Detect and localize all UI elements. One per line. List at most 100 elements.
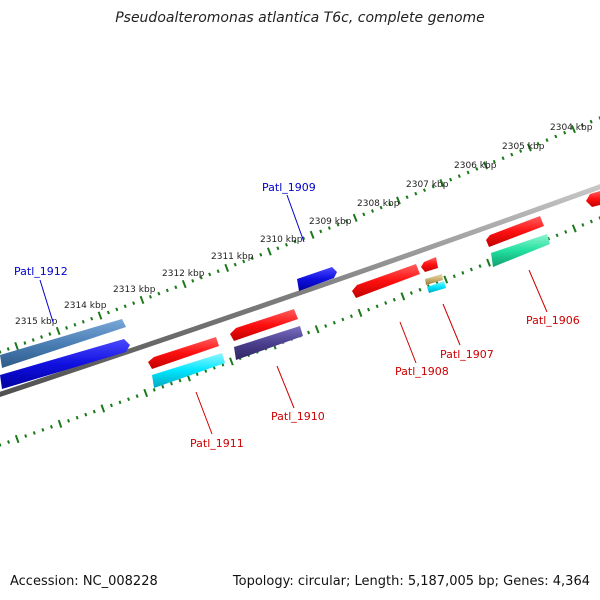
minor-tick: [81, 319, 85, 324]
minor-tick: [449, 177, 453, 182]
minor-tick: [414, 191, 418, 196]
gene-feature-patl1907: [427, 281, 446, 293]
tick-label: 2314 kbp: [64, 301, 107, 311]
major-tick: [139, 295, 145, 305]
minor-tick: [65, 326, 69, 330]
minor-tick: [362, 212, 366, 217]
minor-tick: [478, 264, 482, 268]
major-tick: [571, 224, 577, 233]
minor-tick: [135, 394, 139, 398]
minor-tick: [284, 242, 288, 247]
gene-label-patl1909: Patl_1909: [262, 181, 316, 194]
leader-line-patl1912: [39, 279, 54, 323]
minor-tick: [349, 314, 353, 319]
gene-label-patl1906: Patl_1906: [526, 314, 580, 327]
minor-tick: [75, 415, 79, 420]
minor-tick: [195, 372, 199, 377]
minor-tick: [545, 138, 549, 142]
minor-tick: [132, 301, 136, 305]
gene-label-patl1907: Patl_1907: [440, 348, 494, 361]
minor-tick: [492, 159, 496, 164]
minor-tick: [48, 332, 52, 336]
minor-tick: [405, 195, 409, 199]
minor-tick: [169, 381, 173, 386]
minor-tick: [115, 307, 119, 312]
gene-label-patl1911: Patl_1911: [190, 437, 244, 450]
minor-tick: [554, 134, 558, 139]
minor-tick: [409, 291, 413, 295]
tick-label: 2313 kbp: [113, 285, 156, 295]
tick-labels: 2304 kbp 2305 kbp 2306 kbp 2307 kbp 2308 kbp…: [15, 123, 593, 327]
minor-tick: [73, 322, 77, 327]
minor-tick: [392, 297, 396, 302]
leader-line-patl1906: [528, 269, 548, 313]
minor-tick: [178, 378, 182, 383]
minor-tick: [148, 294, 152, 299]
major-tick: [143, 388, 149, 398]
minor-tick: [165, 288, 169, 293]
major-tick: [181, 279, 187, 289]
major-tick: [55, 326, 61, 336]
minor-tick: [452, 274, 456, 279]
gene-label-patl1910: Patl_1910: [271, 410, 325, 423]
minor-tick: [67, 418, 71, 423]
minor-tick: [457, 174, 461, 178]
minor-tick: [191, 279, 195, 283]
major-tick: [357, 308, 363, 317]
major-tick: [526, 143, 532, 152]
minor-tick: [161, 384, 165, 389]
minor-tick: [307, 330, 311, 335]
minor-tick: [345, 219, 349, 224]
minor-tick: [469, 267, 473, 272]
major-tick: [97, 311, 103, 320]
minor-tick: [564, 230, 568, 234]
tick-label: 2310 kbp: [260, 235, 303, 245]
tick-label: 2307 kbp: [406, 180, 449, 190]
gene-feature-patl1910: [234, 326, 303, 360]
minor-tick: [259, 252, 263, 257]
leader-line-patl1907: [442, 303, 461, 346]
minor-tick: [152, 388, 156, 392]
minor-tick: [92, 409, 96, 414]
major-tick: [309, 230, 315, 239]
minor-tick: [118, 400, 122, 405]
gene-feature-patl1911: [152, 353, 225, 388]
minor-tick: [422, 188, 427, 192]
minor-tick: [23, 341, 27, 345]
major-tick: [486, 258, 491, 267]
minor-tick: [216, 269, 220, 274]
major-tick: [443, 275, 449, 284]
leader-line-patl1908: [399, 321, 417, 364]
minor-tick: [341, 317, 345, 322]
outer-tick-track: [0, 116, 600, 354]
minor-tick: [24, 434, 28, 438]
minor-tick: [589, 119, 593, 124]
minor-tick: [379, 205, 383, 210]
minor-tick: [302, 236, 306, 240]
minor-tick: [332, 320, 336, 325]
tick-label: 2305 kbp: [502, 142, 545, 152]
gene-feature-patl1906a: [486, 216, 544, 247]
major-tick: [352, 213, 358, 222]
major-tick: [14, 341, 19, 351]
minor-tick: [319, 229, 323, 234]
minor-tick: [519, 149, 523, 153]
tick-label: 2308 kbp: [357, 199, 400, 209]
leader-line-patl1910: [276, 365, 295, 409]
minor-tick: [336, 222, 340, 227]
genome-summary-text: Topology: circular; Length: 5,187,005 bp…: [232, 574, 590, 589]
minor-tick: [581, 223, 585, 227]
minor-tick: [84, 412, 88, 417]
minor-tick: [384, 301, 388, 305]
major-tick: [314, 325, 320, 334]
minor-tick: [367, 307, 371, 312]
minor-tick: [466, 170, 470, 175]
minor-tick: [547, 236, 551, 241]
minor-tick: [431, 184, 435, 189]
major-tick: [439, 179, 445, 188]
minor-tick: [293, 239, 297, 244]
leader-line-patl1911: [195, 391, 213, 435]
minor-tick: [589, 219, 593, 224]
gene-feature-patl1907b: [425, 274, 443, 285]
